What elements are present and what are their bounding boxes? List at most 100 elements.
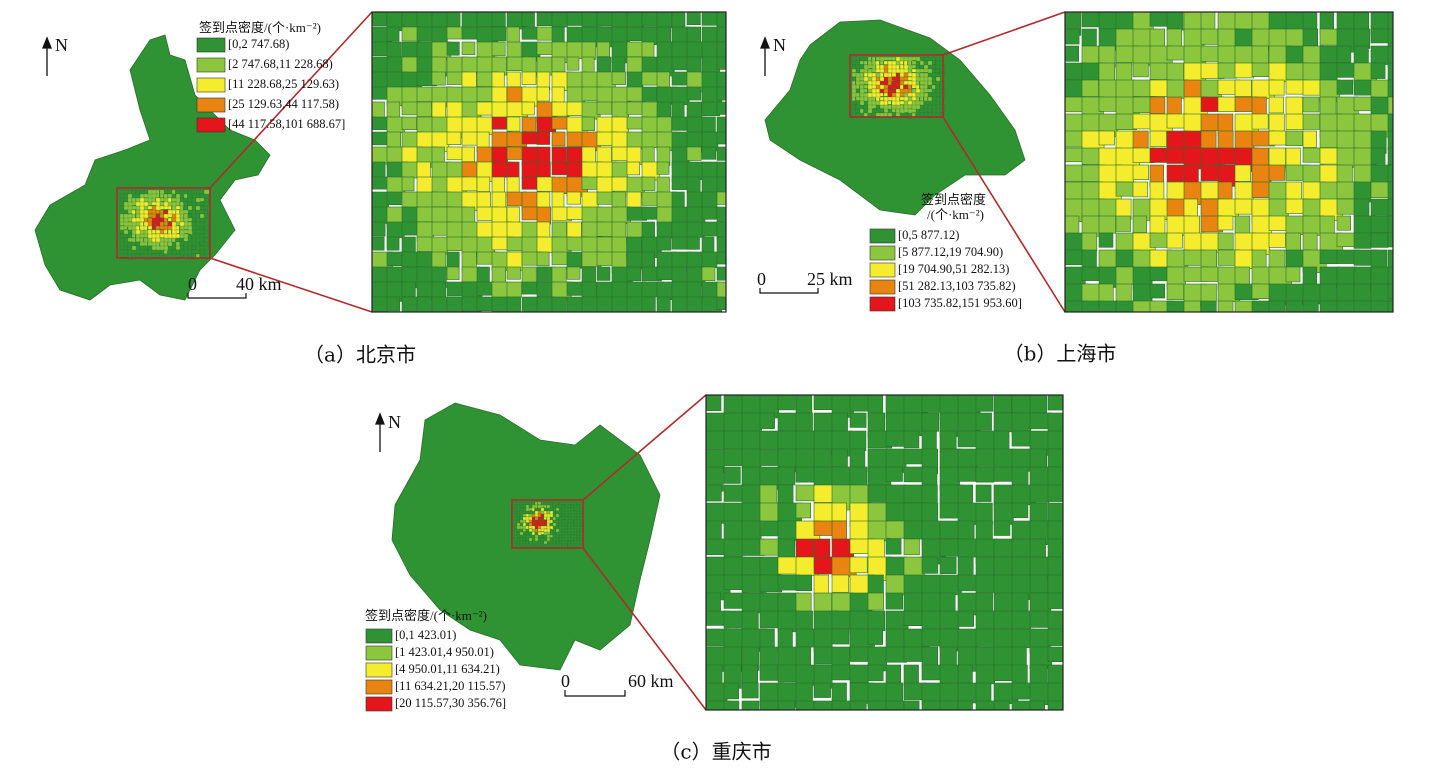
map-cell: [558, 501, 563, 505]
legend-swatch: [196, 97, 226, 113]
map-cell: [923, 68, 929, 73]
map-cell: [903, 610, 924, 626]
map-cell: [1081, 300, 1099, 312]
map-cell: [939, 502, 959, 519]
map-cell: [957, 610, 974, 627]
map-cell: [885, 538, 902, 555]
map-cell: [534, 501, 538, 506]
map-cell: [1217, 181, 1233, 202]
legend-label: [5 877.12,19 704.90): [898, 245, 1003, 259]
map-cell: [741, 466, 761, 487]
map-cell: [521, 281, 539, 295]
map-cell: [706, 700, 731, 710]
map-cell: [867, 502, 888, 525]
map-cell: [151, 213, 156, 219]
map-cell: [777, 664, 798, 683]
map-cell: [795, 664, 817, 686]
map-cell: [531, 543, 535, 548]
map-cell: [1132, 62, 1149, 78]
map-cell: [686, 12, 701, 26]
map-cell: [139, 189, 145, 195]
map-cell: [831, 628, 850, 645]
map-cell: [536, 221, 551, 239]
map-cell: [386, 251, 403, 267]
map-cell: [993, 395, 1012, 414]
map-cell: [543, 534, 548, 539]
map-cell: [576, 510, 580, 515]
map-cell: [1285, 300, 1303, 312]
map-cell: [199, 253, 205, 258]
map-cell: [867, 700, 894, 710]
map-cell: [671, 266, 687, 283]
map-cell: [975, 466, 995, 483]
map-cell: [701, 236, 715, 253]
map-cell: [716, 146, 726, 161]
map-cell: [203, 209, 208, 215]
map-cell: [1081, 232, 1098, 252]
map-cell: [119, 201, 124, 207]
map-cell: [863, 108, 869, 114]
map-cell: [525, 516, 530, 521]
map-cell: [567, 537, 572, 541]
map-cell: [939, 556, 957, 574]
map-cell: [491, 12, 506, 27]
map-cell: [119, 217, 124, 223]
scale-start: 0: [188, 274, 197, 294]
map-cell: [921, 484, 938, 506]
map-cell: [885, 520, 907, 539]
map-cell: [975, 412, 992, 431]
legend-label: [11 634.21,20 115.57): [395, 679, 506, 693]
map-cell: [461, 236, 479, 254]
map-cell: [372, 221, 386, 237]
map-cell: [151, 209, 157, 215]
scale-start: 0: [561, 671, 570, 691]
map-cell: [1285, 232, 1302, 253]
scale-bars: [187, 288, 819, 697]
map-cell: [1011, 610, 1031, 632]
map-cell: [431, 116, 450, 134]
map-cell: [1029, 395, 1048, 414]
map-cell: [899, 64, 904, 70]
map-cell: [903, 96, 909, 102]
map-cell: [1251, 249, 1267, 270]
map-cell: [921, 412, 940, 432]
map-cell: [919, 64, 924, 69]
map-cell: [534, 543, 538, 547]
map-cell: [701, 266, 716, 281]
legend-label: [103 735.82,151 953.60]: [898, 296, 1022, 310]
map-cell: [123, 233, 128, 239]
zoom-indicators: [116, 11, 1066, 711]
map-cell: [372, 12, 387, 27]
map-cell: [686, 221, 705, 238]
map-cell: [199, 241, 205, 246]
map-cell: [561, 516, 566, 520]
map-cell: [416, 281, 434, 297]
map-cell: [1370, 28, 1390, 44]
map-cell: [446, 296, 464, 312]
map-cell: [566, 56, 580, 71]
map-cell: [521, 206, 539, 221]
map-cell: [139, 233, 145, 239]
map-cell: [1011, 700, 1036, 710]
map-cell: [1115, 215, 1131, 232]
map-cell: [159, 253, 164, 260]
map-cell: [863, 68, 868, 74]
map-cell: [203, 221, 210, 227]
map-cell: [939, 430, 957, 450]
map-cell: [1011, 502, 1029, 519]
map-cell: [167, 205, 172, 210]
map-cell: [1387, 12, 1393, 31]
map-cell: [521, 131, 539, 145]
map-cell: [1047, 700, 1063, 710]
map-cell: [875, 88, 880, 94]
map-cell: [975, 574, 998, 593]
map-cell: [1166, 147, 1185, 164]
map-cell: [187, 253, 192, 260]
map-cell: [581, 146, 596, 164]
map-cell: [871, 64, 876, 70]
map-cell: [1166, 45, 1186, 61]
map-cell: [863, 60, 868, 65]
map-cell: [179, 225, 185, 230]
map-cell: [558, 528, 562, 533]
map-cell: [741, 682, 759, 699]
